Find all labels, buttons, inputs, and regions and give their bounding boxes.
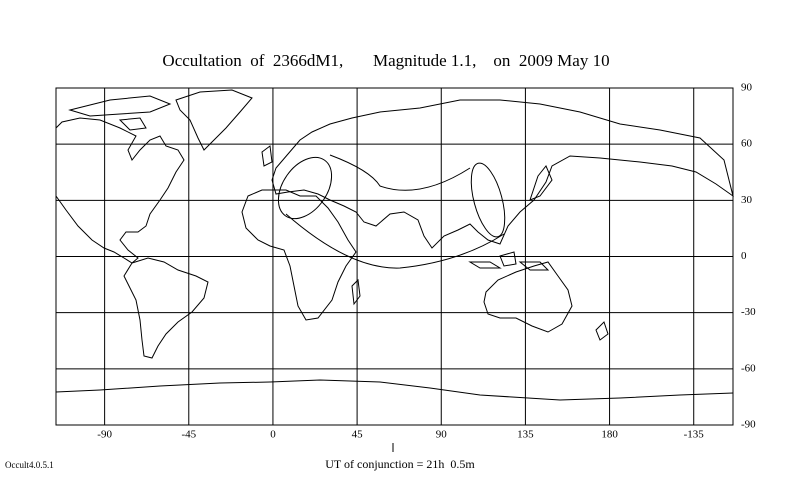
path-south-limit (285, 213, 505, 269)
new-zealand (595, 321, 609, 341)
x-tick-label: 45 (352, 429, 364, 441)
africa (241, 189, 357, 321)
x-tick-label: 135 (517, 429, 534, 441)
y-tick-label: -30 (741, 306, 756, 318)
shadow-end (470, 162, 506, 238)
y-tick-label: 90 (741, 82, 753, 94)
y-tick-label: 60 (741, 138, 753, 150)
x-tick-label: -135 (684, 429, 705, 441)
coastlines (55, 89, 734, 401)
y-tick-label: -60 (741, 362, 756, 374)
arctic-islands (68, 95, 172, 131)
indonesia (468, 251, 550, 271)
x-tick-label: -90 (97, 429, 112, 441)
map-title: Occultation of 2366dM1, Magnitude 1.1, o… (162, 51, 609, 70)
greenland (175, 89, 253, 151)
occultation-path (277, 154, 506, 269)
y-tick-label: 0 (741, 250, 747, 262)
x-tick-label: -45 (181, 429, 196, 441)
south-america (123, 257, 209, 359)
x-tick-label: 180 (601, 429, 618, 441)
madagascar (351, 278, 361, 306)
x-tick-label: 0 (270, 429, 276, 441)
path-north-limit (329, 154, 471, 191)
shadow-start (277, 156, 333, 220)
eurasia (271, 99, 734, 249)
footer-note: UT of conjunction = 21h 0.5m (325, 457, 475, 471)
australia (483, 261, 573, 333)
japan (529, 165, 553, 201)
north-america (55, 117, 185, 264)
y-tick-label: 30 (741, 194, 753, 206)
x-tick-label: 90 (436, 429, 448, 441)
antarctica (55, 379, 734, 401)
version-label: Occult4.0.5.1 (5, 460, 54, 470)
britain (261, 145, 273, 167)
y-tick-label: -90 (741, 419, 756, 431)
